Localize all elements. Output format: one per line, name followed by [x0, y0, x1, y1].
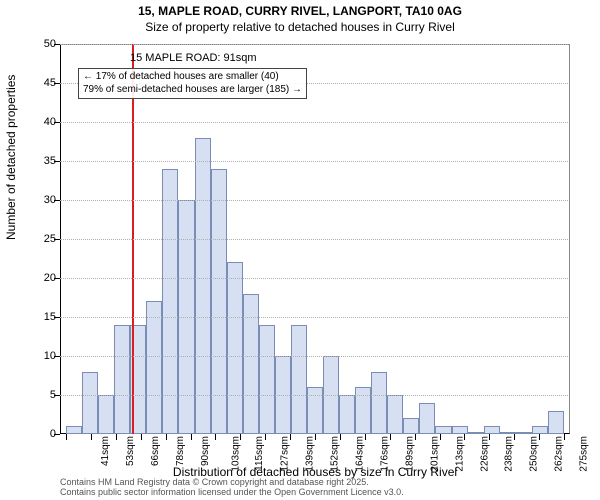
xtick-label: 262sqm — [554, 436, 565, 472]
histogram-bar — [243, 294, 259, 434]
gridline — [60, 44, 568, 45]
histogram-bar — [82, 372, 98, 434]
ytick-mark — [54, 434, 60, 435]
xtick-label: 176sqm — [379, 436, 390, 472]
histogram-bar — [468, 432, 484, 434]
xtick-mark — [191, 434, 192, 440]
histogram-bar — [146, 301, 162, 434]
annotation-title: 15 MAPLE ROAD: 91sqm — [130, 52, 257, 64]
histogram-bar — [227, 262, 243, 434]
xtick-mark — [290, 434, 291, 440]
xtick-mark — [240, 434, 241, 440]
histogram-bar — [548, 411, 564, 434]
xtick-label: 139sqm — [305, 436, 316, 472]
ytick-label: 0 — [16, 428, 56, 440]
xtick-mark — [340, 434, 341, 440]
histogram-bar — [114, 325, 130, 434]
xtick-mark — [415, 434, 416, 440]
xtick-label: 250sqm — [529, 436, 540, 472]
xtick-label: 238sqm — [504, 436, 515, 472]
footer-line-2: Contains public sector information licen… — [60, 488, 404, 498]
ytick-label: 50 — [16, 38, 56, 50]
ytick-label: 20 — [16, 272, 56, 284]
gridline — [60, 317, 568, 318]
histogram-bar — [371, 372, 387, 434]
xtick-label: 164sqm — [355, 436, 366, 472]
histogram-bar — [516, 432, 532, 434]
ytick-label: 45 — [16, 77, 56, 89]
histogram-bar — [403, 418, 419, 434]
gridline — [60, 395, 568, 396]
ytick-label: 10 — [16, 350, 56, 362]
xtick-label: 152sqm — [330, 436, 341, 472]
xtick-mark — [539, 434, 540, 440]
xtick-mark — [365, 434, 366, 440]
xtick-mark — [141, 434, 142, 440]
histogram-bar — [339, 395, 355, 434]
xtick-label: 41sqm — [100, 436, 111, 466]
xtick-mark — [489, 434, 490, 440]
gridline — [60, 122, 568, 123]
xtick-mark — [440, 434, 441, 440]
xtick-label: 103sqm — [230, 436, 241, 472]
gridline — [60, 200, 568, 201]
ytick-label: 40 — [16, 116, 56, 128]
xtick-mark — [116, 434, 117, 440]
xtick-mark — [91, 434, 92, 440]
histogram-bar — [452, 426, 468, 434]
xtick-label: 275sqm — [579, 436, 590, 472]
title-line-1: 15, MAPLE ROAD, CURRY RIVEL, LANGPORT, T… — [0, 4, 600, 18]
xtick-mark — [66, 434, 67, 440]
xtick-label: 201sqm — [429, 436, 440, 472]
xtick-label: 213sqm — [454, 436, 465, 472]
histogram-bar — [291, 325, 307, 434]
ytick-label: 35 — [16, 155, 56, 167]
xtick-mark — [464, 434, 465, 440]
histogram-bar — [66, 426, 82, 434]
xtick-mark — [166, 434, 167, 440]
gridline — [60, 239, 568, 240]
histogram-bar — [259, 325, 275, 434]
xtick-label: 189sqm — [404, 436, 415, 472]
ytick-label: 5 — [16, 389, 56, 401]
ytick-label: 25 — [16, 233, 56, 245]
gridline — [60, 161, 568, 162]
xtick-mark — [514, 434, 515, 440]
xtick-label: 115sqm — [254, 436, 265, 471]
annotation-line-1: ← 17% of detached houses are smaller (40… — [83, 71, 302, 84]
xtick-label: 78sqm — [175, 436, 186, 466]
footer-attribution: Contains HM Land Registry data © Crown c… — [60, 478, 404, 498]
xtick-label: 127sqm — [280, 436, 291, 472]
xtick-label: 53sqm — [125, 436, 136, 466]
histogram-bar — [484, 426, 500, 434]
ytick-label: 30 — [16, 194, 56, 206]
xtick-mark — [265, 434, 266, 440]
histogram-bar — [532, 426, 548, 434]
annotation-box: ← 17% of detached houses are smaller (40… — [78, 68, 307, 99]
annotation-line-2: 79% of semi-detached houses are larger (… — [83, 84, 302, 97]
histogram-bar — [419, 403, 435, 434]
xtick-label: 66sqm — [150, 436, 161, 466]
histogram-bar — [195, 138, 211, 434]
ytick-label: 15 — [16, 311, 56, 323]
xtick-mark — [215, 434, 216, 440]
histogram-bar — [387, 395, 403, 434]
gridline — [60, 278, 568, 279]
histogram-bar — [435, 426, 451, 434]
xtick-mark — [564, 434, 565, 440]
histogram-bar — [98, 395, 114, 434]
xtick-mark — [315, 434, 316, 440]
gridline — [60, 356, 568, 357]
title-line-2: Size of property relative to detached ho… — [0, 20, 600, 34]
xtick-label: 226sqm — [479, 436, 490, 472]
xtick-mark — [390, 434, 391, 440]
xtick-label: 90sqm — [200, 436, 211, 466]
